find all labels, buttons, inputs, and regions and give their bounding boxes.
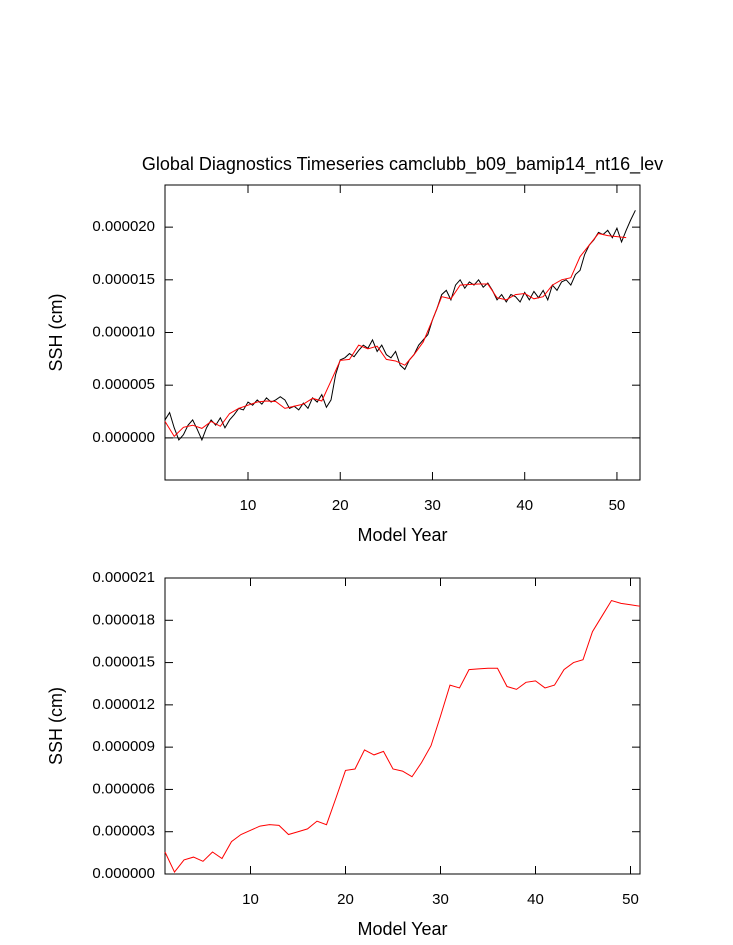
y-tick-label: 0.000000	[92, 865, 155, 882]
y-tick-label: 0.000006	[92, 780, 155, 797]
y-tick-label: 0.000018	[92, 611, 155, 628]
y-tick-label: 0.000000	[92, 429, 155, 446]
chart-title: Global Diagnostics Timeseries camclubb_b…	[142, 154, 663, 175]
x-tick-label: 20	[337, 891, 354, 908]
y-tick-label: 0.000020	[92, 218, 155, 235]
x-tick-label: 30	[424, 497, 441, 514]
x-tick-label: 10	[240, 497, 257, 514]
series-line	[164, 210, 636, 442]
y-tick-label: 0.000015	[92, 271, 155, 288]
y-tick-label: 0.000012	[92, 696, 155, 713]
y-tick-label: 0.000021	[92, 569, 155, 586]
x-tick-label: 10	[242, 891, 259, 908]
y-tick-label: 0.000010	[92, 323, 155, 340]
y-tick-label: 0.000003	[92, 823, 155, 840]
x-tick-label: 40	[527, 891, 544, 908]
x-tick-label: 50	[609, 497, 626, 514]
series-line	[164, 599, 641, 873]
series-line	[164, 232, 627, 438]
x-tick-label: 30	[432, 891, 449, 908]
y-tick-label: 0.000009	[92, 738, 155, 755]
plot-frame	[164, 577, 641, 875]
y-axis-title: SSH (cm)	[46, 687, 66, 765]
plot-frame	[164, 184, 641, 481]
x-tick-label: 50	[622, 891, 639, 908]
x-axis-title: Model Year	[357, 525, 447, 545]
x-tick-label: 40	[516, 497, 533, 514]
x-axis-title: Model Year	[357, 919, 447, 939]
y-axis-title: SSH (cm)	[46, 294, 66, 372]
y-tick-label: 0.000005	[92, 376, 155, 393]
x-tick-label: 20	[332, 497, 349, 514]
y-tick-label: 0.000015	[92, 654, 155, 671]
